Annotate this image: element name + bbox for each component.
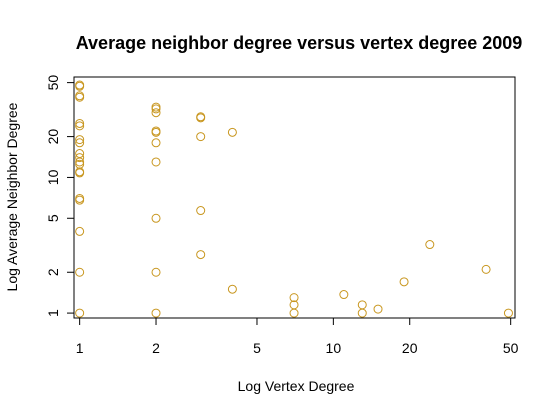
y-tick-label: 5 <box>45 214 61 222</box>
y-tick-label: 2 <box>45 268 61 276</box>
x-tick-label: 10 <box>326 340 342 356</box>
data-point <box>75 226 85 236</box>
data-point <box>75 157 85 167</box>
data-point <box>227 127 237 137</box>
x-tick-label: 20 <box>402 340 418 356</box>
y-tick-label: 10 <box>45 169 61 185</box>
data-point <box>196 113 206 123</box>
data-point <box>289 293 299 303</box>
y-tick-label: 20 <box>45 129 61 145</box>
x-axis-label: Log Vertex Degree <box>238 378 355 394</box>
data-point <box>503 308 513 318</box>
data-point <box>196 132 206 142</box>
data-point <box>151 213 161 223</box>
data-point <box>425 240 435 250</box>
data-point <box>75 81 85 91</box>
data-point <box>151 157 161 167</box>
data-point <box>75 195 85 205</box>
data-point <box>481 264 491 274</box>
x-tick-label: 2 <box>152 340 160 356</box>
data-point <box>151 267 161 277</box>
chart-title: Average neighbor degree versus vertex de… <box>76 33 523 53</box>
data-point <box>75 138 85 148</box>
y-tick-label: 50 <box>45 75 61 91</box>
data-point <box>75 193 85 203</box>
data-point <box>75 118 85 128</box>
plot-frame <box>73 76 516 319</box>
y-axis-label: Log Average Neighbor Degree <box>4 102 20 291</box>
data-point <box>373 304 383 314</box>
data-point <box>196 206 206 216</box>
data-point <box>289 308 299 318</box>
data-point <box>227 284 237 294</box>
data-point <box>75 168 85 178</box>
data-point <box>357 308 367 318</box>
data-point <box>75 121 85 131</box>
data-point <box>151 127 161 137</box>
data-point <box>75 92 85 102</box>
data-point <box>151 108 161 118</box>
data-point <box>339 290 349 300</box>
data-point <box>399 277 409 287</box>
data-point <box>151 308 161 318</box>
data-point <box>357 300 367 310</box>
x-tick-label: 5 <box>253 340 261 356</box>
data-point <box>196 250 206 260</box>
data-point <box>151 104 161 114</box>
data-point <box>75 308 85 318</box>
x-axis: 1 2 5 10 20 50 <box>76 318 519 356</box>
x-tick-label: 50 <box>503 340 519 356</box>
x-tick-label: 1 <box>76 340 84 356</box>
data-point <box>151 138 161 148</box>
y-tick-label: 1 <box>45 309 61 317</box>
data-point <box>75 267 85 277</box>
data-point <box>75 135 85 145</box>
y-axis: 1 2 5 10 20 50 <box>45 75 74 317</box>
data-point <box>75 153 85 163</box>
data-points <box>75 80 513 318</box>
